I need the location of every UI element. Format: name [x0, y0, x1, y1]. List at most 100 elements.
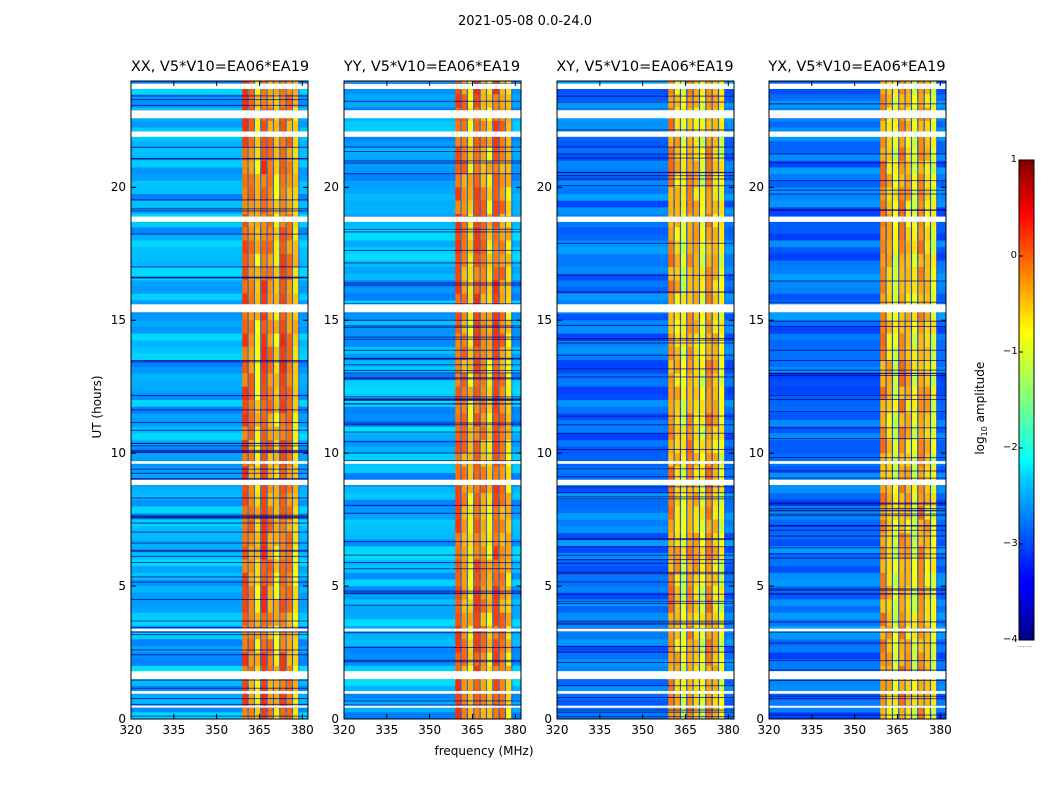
rfi-cell	[455, 333, 461, 348]
rfi-cell	[893, 559, 899, 574]
scan-line	[769, 153, 946, 155]
rfi-cell	[474, 280, 480, 294]
heatmap-row	[769, 413, 946, 421]
rfi-cell	[455, 692, 461, 707]
rfi-cell	[248, 612, 254, 627]
heatmap-row	[769, 87, 946, 95]
rfi-cell	[687, 559, 693, 574]
rfi-cell	[480, 187, 486, 201]
heatmap-row	[344, 380, 521, 388]
scan-line	[769, 631, 946, 633]
rfi-cell	[899, 253, 905, 268]
rfi-cell	[905, 120, 911, 135]
heatmap-row	[344, 240, 521, 248]
heatmap-row	[131, 247, 308, 255]
heatmap-row	[769, 386, 946, 394]
scan-line	[769, 325, 946, 327]
heatmap-row	[344, 94, 521, 102]
rfi-cell	[506, 147, 512, 162]
rfi-cell	[706, 493, 712, 507]
flagged-interval	[131, 304, 308, 313]
heatmap-row	[344, 699, 521, 707]
rfi-cell	[280, 320, 286, 334]
rfi-cell	[455, 134, 461, 148]
rfi-cell	[905, 200, 911, 215]
rfi-cell	[468, 200, 474, 215]
rfi-cell	[693, 652, 699, 667]
rfi-cell	[924, 373, 930, 388]
scan-line	[344, 590, 521, 592]
rfi-cell	[918, 493, 924, 507]
rfi-cell	[687, 466, 693, 481]
heatmap-row	[131, 120, 308, 128]
scan-line	[557, 623, 734, 625]
scan-line	[769, 510, 946, 512]
heatmap-row	[769, 519, 946, 527]
rfi-cell	[487, 559, 493, 574]
rfi-cell	[480, 280, 486, 294]
rfi-cell	[880, 94, 886, 108]
heatmap-row	[557, 233, 734, 241]
rfi-cell	[293, 679, 299, 693]
rfi-cell	[674, 280, 680, 294]
rfi-cell	[242, 200, 248, 215]
rfi-cell	[886, 625, 892, 640]
rfi-cell	[706, 174, 712, 188]
rfi-cell	[293, 306, 299, 321]
heatmap-row	[557, 400, 734, 407]
rfi-cell	[899, 320, 905, 334]
rfi-cell	[893, 705, 899, 720]
flagged-interval	[131, 705, 308, 708]
rfi-cell	[924, 586, 930, 600]
rfi-cell	[674, 306, 680, 321]
rfi-cell	[487, 306, 493, 321]
rfi-cell	[487, 174, 493, 188]
rfi-cell	[719, 373, 725, 388]
rfi-cell	[461, 705, 467, 720]
rfi-cell	[261, 453, 267, 467]
rfi-cell	[261, 612, 267, 627]
rfi-cell	[681, 134, 687, 148]
rfi-cell	[886, 134, 892, 148]
rfi-cell	[493, 386, 499, 401]
rfi-cell	[242, 187, 248, 201]
rfi-cell	[487, 599, 493, 613]
heatmap-row	[131, 333, 308, 341]
rfi-cell	[700, 134, 706, 148]
heatmap-row	[769, 326, 946, 334]
heatmap-row	[769, 253, 946, 261]
rfi-cell	[455, 493, 461, 507]
rfi-cell	[274, 200, 280, 215]
rfi-cell	[255, 94, 261, 108]
rfi-cell	[912, 333, 918, 348]
panel-frame	[768, 80, 947, 720]
scan-line	[769, 209, 946, 211]
rfi-cell	[480, 386, 486, 401]
rfi-cell	[706, 134, 712, 148]
rfi-cell	[499, 227, 505, 241]
rfi-cell	[687, 174, 693, 188]
flagged-interval	[344, 461, 521, 464]
rfi-cell	[880, 160, 886, 175]
rfi-cell	[687, 519, 693, 534]
rfi-cell	[899, 466, 905, 481]
scan-line	[131, 516, 308, 518]
heatmap-row	[131, 705, 308, 713]
rfi-cell	[712, 253, 718, 268]
rfi-cell	[487, 532, 493, 547]
rfi-cell	[248, 639, 254, 653]
rfi-cell	[455, 466, 461, 481]
rfi-cell	[886, 280, 892, 294]
rfi-cell	[242, 267, 248, 281]
rfi-cell	[267, 147, 273, 162]
rfi-cell	[248, 134, 254, 148]
rfi-cell	[681, 373, 687, 388]
rfi-cell	[248, 333, 254, 348]
rfi-cell	[286, 240, 292, 255]
rfi-cell	[267, 546, 273, 560]
heatmap-row	[131, 473, 308, 481]
rfi-cell	[293, 705, 299, 720]
rfi-cell	[506, 679, 512, 693]
rfi-cell	[506, 493, 512, 507]
rfi-cell	[905, 320, 911, 334]
